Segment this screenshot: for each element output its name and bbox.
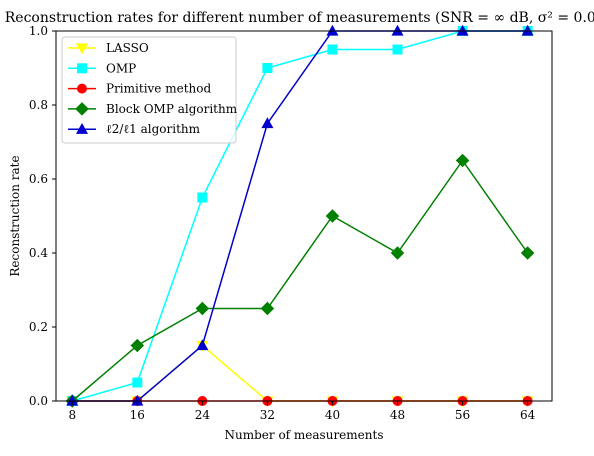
y-tick-label: 0.4 [29, 246, 48, 260]
y-tick-label: 0.6 [29, 172, 48, 186]
data-point [133, 378, 142, 387]
y-tick-label: 0.2 [29, 320, 48, 334]
legend-label: Primitive method [106, 82, 211, 96]
legend-label: ℓ2/ℓ1 algorithm [106, 122, 201, 136]
x-axis-label: Number of measurements [225, 428, 384, 442]
x-tick-label: 24 [195, 408, 211, 422]
legend-marker [78, 84, 87, 93]
legend-label: OMP [106, 61, 136, 75]
x-tick-label: 48 [390, 408, 405, 422]
legend-marker [78, 64, 87, 73]
x-tick-label: 40 [325, 408, 340, 422]
y-tick-label: 1.0 [29, 24, 48, 38]
chart-title: Reconstruction rates for different numbe… [5, 10, 594, 26]
data-point [393, 45, 402, 54]
data-point [328, 45, 337, 54]
x-tick-label: 32 [260, 408, 275, 422]
y-tick-label: 0.8 [29, 98, 48, 112]
y-tick-label: 0.0 [29, 394, 48, 408]
legend-label: LASSO [106, 41, 149, 55]
y-axis-label: Reconstruction rate [8, 155, 22, 276]
data-point [263, 64, 272, 73]
chart-legend: LASSO OMP Primitive method Block OMP algori… [62, 37, 238, 143]
x-tick-label: 56 [455, 408, 470, 422]
x-tick-label: 64 [520, 408, 536, 422]
x-tick-label: 16 [130, 408, 145, 422]
legend-label: Block OMP algorithm [106, 102, 238, 116]
x-tick-label: 8 [68, 408, 76, 422]
data-point [198, 193, 207, 202]
